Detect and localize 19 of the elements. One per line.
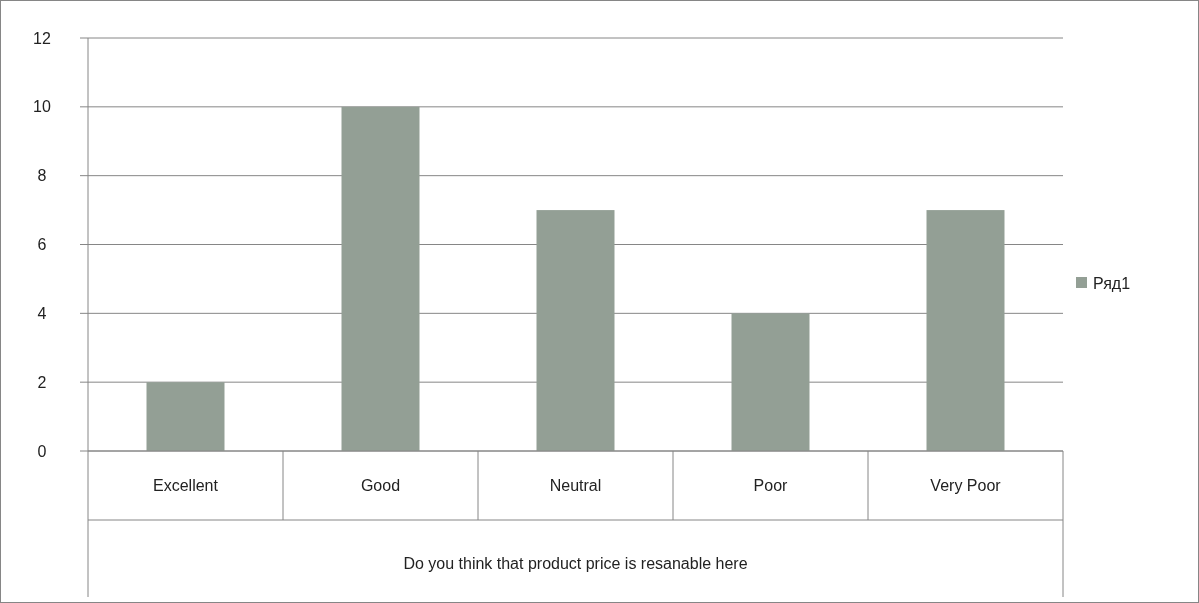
- bar: [926, 210, 1005, 451]
- bar: [341, 106, 420, 451]
- x-axis-title: Do you think that product price is resanable here: [403, 554, 748, 572]
- y-tick-label: 4: [37, 304, 47, 322]
- bar: [146, 382, 225, 451]
- x-tick-label: Neutral: [549, 476, 602, 494]
- y-tick-label: 8: [37, 167, 47, 185]
- y-tick-label: 0: [37, 442, 47, 460]
- x-tick-label: Excellent: [153, 476, 219, 494]
- x-tick-label: Good: [360, 476, 401, 494]
- x-tick-label: Poor: [753, 476, 789, 494]
- y-tick-label: 10: [33, 98, 51, 116]
- x-tick-label: Very Poor: [930, 476, 1002, 494]
- y-tick-label: 6: [37, 236, 47, 254]
- y-tick-label: 2: [37, 373, 47, 391]
- legend-label: Ряд1: [1093, 274, 1131, 292]
- y-tick-label: 12: [33, 29, 51, 47]
- bar: [536, 210, 615, 451]
- bar: [731, 313, 810, 451]
